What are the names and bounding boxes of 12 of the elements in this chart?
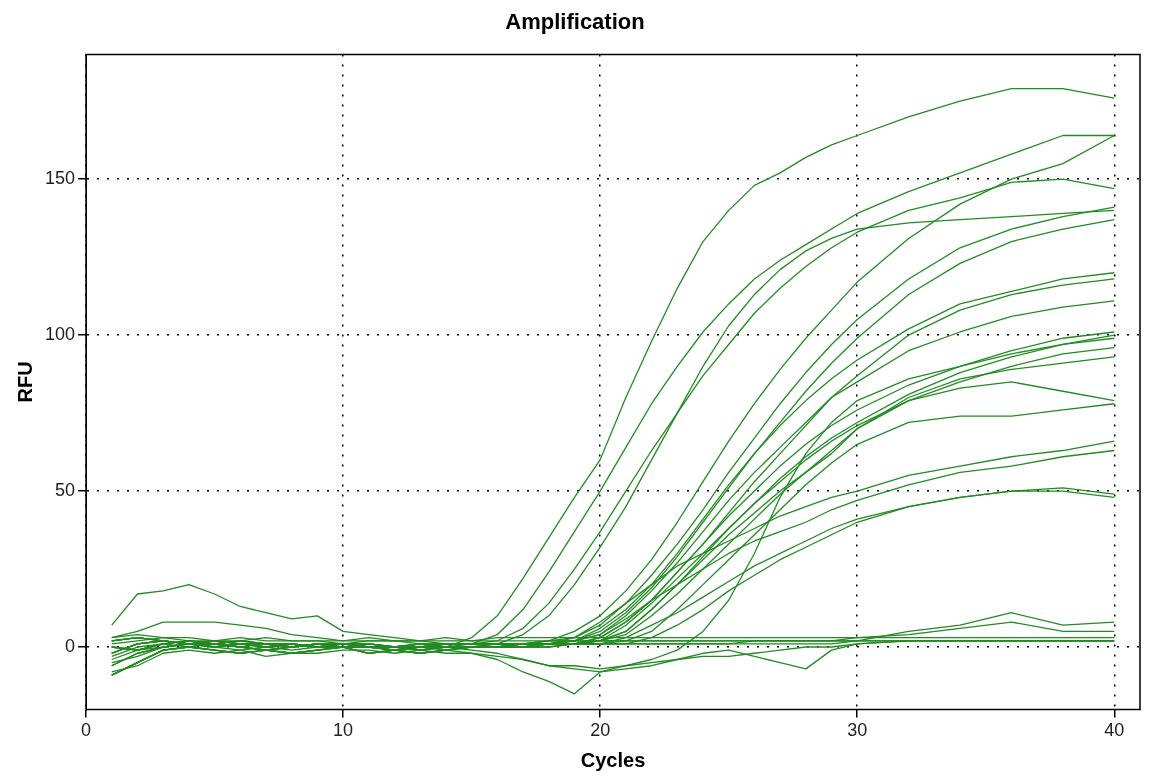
x-tick-label: 30 xyxy=(847,720,868,741)
x-tick-label: 20 xyxy=(590,720,611,741)
x-tick-label: 0 xyxy=(81,720,92,741)
x-tick-label: 10 xyxy=(333,720,354,741)
chart-title: Amplification xyxy=(505,9,645,35)
x-axis-title: Cycles xyxy=(580,748,646,771)
y-tick-label: 150 xyxy=(44,168,76,189)
x-tick-label: 40 xyxy=(1104,720,1125,741)
y-tick-label: 0 xyxy=(65,635,76,656)
y-tick-label: 50 xyxy=(55,480,76,501)
y-tick-label: 100 xyxy=(44,324,76,345)
y-axis-title: RFU xyxy=(13,361,36,403)
